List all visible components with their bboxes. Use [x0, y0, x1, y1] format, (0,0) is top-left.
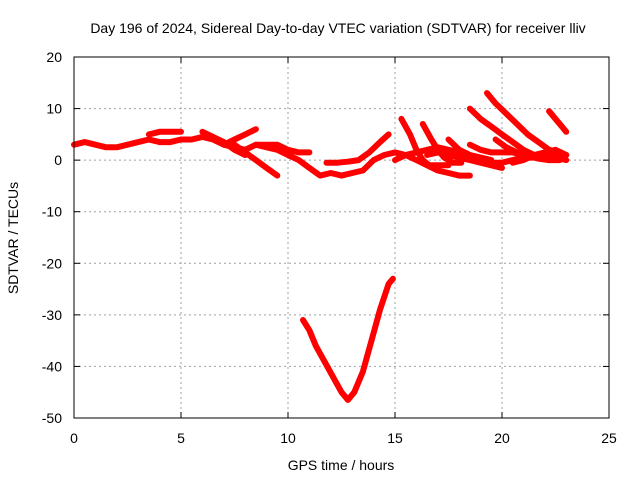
y-tick-label: 20 [46, 49, 62, 65]
series-arc-1 [71, 136, 184, 151]
y-tick-labels: -50 -40 -30 -20 -10 0 10 20 [42, 49, 62, 426]
x-tick-labels: 0 5 10 15 20 25 [70, 430, 617, 446]
plot-frame [73, 56, 610, 419]
y-axis-title: SDTVAR / TECUs [5, 182, 21, 294]
y-tick-label: -30 [42, 307, 62, 323]
y-tick-label: -50 [42, 410, 62, 426]
series-arc-12 [402, 152, 473, 179]
series-arc-21 [509, 146, 570, 166]
y-tick-label: -20 [42, 255, 62, 271]
axis-ticks [73, 56, 610, 419]
x-tick-label: 0 [70, 430, 78, 446]
y-tick-label: 0 [54, 152, 62, 168]
y-tick-label: 10 [46, 101, 62, 117]
series-arc-18 [484, 90, 570, 158]
y-tick-label: -40 [42, 358, 62, 374]
x-tick-label: 15 [387, 430, 403, 446]
x-tick-label: 10 [280, 430, 296, 446]
x-tick-label: 20 [494, 430, 510, 446]
series-arc-8 [323, 131, 392, 166]
data-series [71, 90, 570, 403]
series-arc-20 [546, 108, 570, 135]
x-tick-label: 25 [601, 430, 617, 446]
y-tick-label: -10 [42, 204, 62, 220]
chart-title: Day 196 of 2024, Sidereal Day-to-day VTE… [90, 20, 585, 36]
x-axis-title: GPS time / hours [288, 457, 395, 473]
series-arc-2 [145, 128, 184, 138]
series-arc-7 [252, 141, 409, 179]
series-arc-5 [220, 126, 259, 148]
x-tick-label: 5 [177, 430, 185, 446]
grid [74, 57, 609, 418]
series-arc-6 [231, 141, 281, 179]
series-arc-9 [300, 275, 396, 403]
